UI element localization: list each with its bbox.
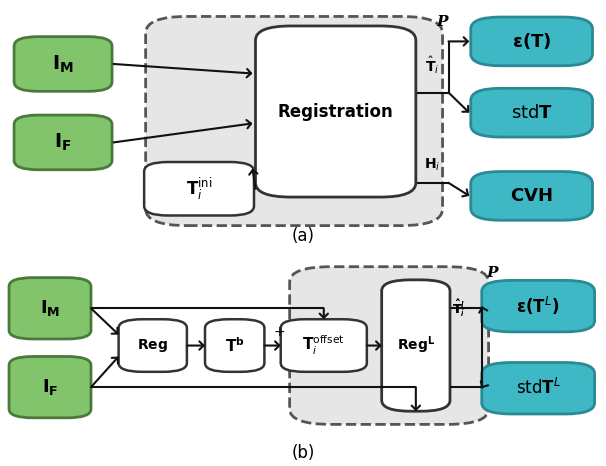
FancyBboxPatch shape: [119, 319, 187, 372]
Text: $\mathbf{CVH}$: $\mathbf{CVH}$: [510, 187, 553, 205]
Text: $\hat{\mathbf{T}}_i^L$: $\hat{\mathbf{T}}_i^L$: [452, 297, 467, 319]
FancyBboxPatch shape: [471, 17, 593, 66]
Text: $\mathbf{I_F}$: $\mathbf{I_F}$: [55, 132, 72, 153]
FancyBboxPatch shape: [9, 356, 91, 418]
Text: $\mathbf{T^b}$: $\mathbf{T^b}$: [225, 336, 245, 355]
Text: Registration: Registration: [278, 103, 393, 121]
FancyBboxPatch shape: [382, 280, 450, 411]
FancyBboxPatch shape: [14, 37, 112, 91]
FancyBboxPatch shape: [471, 89, 593, 137]
FancyBboxPatch shape: [9, 278, 91, 339]
Text: P: P: [436, 15, 448, 29]
FancyBboxPatch shape: [256, 26, 416, 197]
Text: $\mathbf{I_M}$: $\mathbf{I_M}$: [52, 53, 74, 75]
Text: std$\mathbf{T}^L$: std$\mathbf{T}^L$: [516, 378, 561, 398]
FancyBboxPatch shape: [482, 363, 594, 414]
Text: $\mathbf{T}_i^{\mathrm{ini}}$: $\mathbf{T}_i^{\mathrm{ini}}$: [186, 176, 212, 202]
Text: $+$: $+$: [273, 325, 285, 339]
Text: P: P: [486, 266, 498, 280]
Text: $\mathbf{Reg^L}$: $\mathbf{Reg^L}$: [397, 335, 435, 356]
Text: std$\mathbf{T}$: std$\mathbf{T}$: [511, 104, 553, 122]
Text: $\mathbf{T}_i^{\mathrm{offset}}$: $\mathbf{T}_i^{\mathrm{offset}}$: [302, 334, 345, 357]
FancyBboxPatch shape: [205, 319, 264, 372]
FancyBboxPatch shape: [281, 319, 367, 372]
Text: $\boldsymbol{\varepsilon}$(T): $\boldsymbol{\varepsilon}$(T): [512, 31, 551, 51]
Text: $\hat{\mathbf{T}}_i^L$: $\hat{\mathbf{T}}_i^L$: [452, 297, 467, 319]
Text: $\hat{\mathbf{T}}_i$: $\hat{\mathbf{T}}_i$: [425, 54, 439, 76]
FancyBboxPatch shape: [145, 16, 442, 226]
Text: $\mathbf{H}_i$: $\mathbf{H}_i$: [424, 157, 441, 173]
FancyBboxPatch shape: [482, 281, 594, 332]
Text: $\mathbf{I_M}$: $\mathbf{I_M}$: [40, 298, 60, 318]
FancyBboxPatch shape: [14, 115, 112, 170]
Text: (a): (a): [291, 226, 315, 245]
Text: $\boldsymbol{\varepsilon}$(T$^L$): $\boldsymbol{\varepsilon}$(T$^L$): [516, 295, 560, 317]
FancyBboxPatch shape: [290, 267, 488, 425]
FancyBboxPatch shape: [471, 171, 593, 220]
Text: (b): (b): [291, 444, 315, 462]
Text: $\mathbf{I_F}$: $\mathbf{I_F}$: [42, 377, 58, 397]
Text: $\mathbf{Reg}$: $\mathbf{Reg}$: [138, 337, 168, 354]
FancyBboxPatch shape: [144, 162, 254, 215]
